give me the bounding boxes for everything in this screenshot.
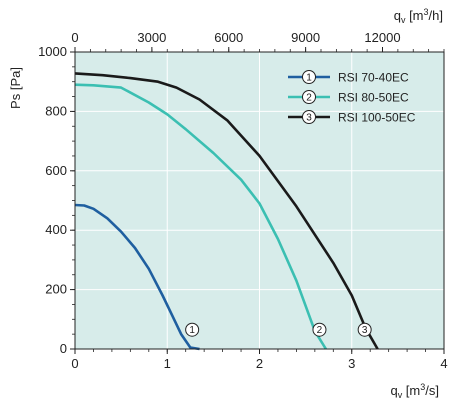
legend-entry-3: RSI 100-50EC <box>338 111 416 125</box>
legend-marker-label-2: 2 <box>306 93 312 104</box>
curve-marker-label-2: 2 <box>317 325 323 336</box>
y-axis-label: Ps [Pa] <box>8 67 23 109</box>
legend-marker-3 <box>302 110 316 124</box>
x-tick-label: 0 <box>71 356 78 371</box>
x-tick-label: 2 <box>256 356 263 371</box>
series-line-3 <box>74 72 379 350</box>
y-tick-label: 600 <box>45 163 67 178</box>
curve-marker-3 <box>357 322 372 337</box>
x-top-axis-label: qv [m3/h] <box>394 7 443 25</box>
curve-marker-2 <box>312 322 327 337</box>
curves <box>74 72 379 351</box>
x-tick-label: 3 <box>348 356 355 371</box>
x-top-tick-label: 9000 <box>291 30 320 45</box>
x-top-tick-label: 0 <box>71 30 78 45</box>
y-tick-label: 800 <box>45 103 67 118</box>
y-tick-label: 0 <box>60 341 67 356</box>
curve-marker-1 <box>185 322 200 337</box>
x-tick-label: 4 <box>440 356 447 371</box>
legend: 1 RSI 70-40EC 2 RSI 80-50EC 3 RSI 100-50EC <box>288 70 416 125</box>
x-bottom-axis-label: qv [m3/s] <box>390 382 439 400</box>
curve-markers: 1 2 3 <box>185 322 372 337</box>
curve-marker-label-3: 3 <box>362 325 368 336</box>
x-top-tick-label: 12000 <box>364 30 400 45</box>
x-tick-label: 1 <box>164 356 171 371</box>
y-tick-label: 400 <box>45 222 67 237</box>
legend-marker-label-3: 3 <box>306 113 312 124</box>
legend-marker-label-1: 1 <box>306 73 312 84</box>
ticks: 0 1 2 3 4 0 3000 6000 9000 12000 0 200 400 600 800 1000 <box>38 30 448 371</box>
legend-marker-2 <box>302 90 316 104</box>
series-line-1 <box>74 203 200 351</box>
y-tick-label: 1000 <box>38 44 67 59</box>
series-line-2 <box>74 83 328 350</box>
y-tick-label: 200 <box>45 282 67 297</box>
grid <box>75 52 444 349</box>
curve-marker-label-1: 1 <box>189 325 195 336</box>
legend-marker-1 <box>302 70 316 84</box>
x-top-tick-label: 6000 <box>214 30 243 45</box>
legend-entry-1: RSI 70-40EC <box>338 71 409 85</box>
x-top-tick-label: 3000 <box>137 30 166 45</box>
legend-entry-2: RSI 80-50EC <box>338 91 409 105</box>
